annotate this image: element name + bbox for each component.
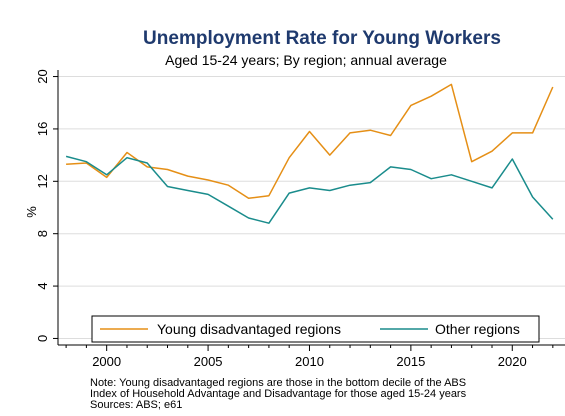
x-tick-label-2020: 2020 xyxy=(498,354,527,369)
chart-title: Unemployment Rate for Young Workers xyxy=(143,28,501,49)
series-line-0 xyxy=(66,83,554,200)
legend-label-other-regions: Other regions xyxy=(435,321,520,337)
chart-subtitle: Aged 15-24 years; By region; annual aver… xyxy=(165,52,447,68)
legend-label-young-disadvantaged: Young disadvantaged regions xyxy=(157,321,341,337)
y-tick-label-16: 16 xyxy=(35,122,50,136)
gridlines xyxy=(58,76,565,339)
y-axis-label: % xyxy=(24,206,39,218)
x-axis-ticks: 2000 2005 2010 2015 2020 xyxy=(58,344,565,369)
series-lines xyxy=(65,83,554,224)
note-line-1: Note: Young disadvantaged regions are th… xyxy=(90,377,466,389)
x-tick-label-2005: 2005 xyxy=(194,354,223,369)
y-axis-ticks: 0 4 8 12 16 20 xyxy=(35,69,59,345)
y-tick-label-0: 0 xyxy=(35,335,50,342)
x-tick-label-2000: 2000 xyxy=(92,354,121,369)
note-line-2: Index of Household Advantage and Disadva… xyxy=(90,388,467,400)
y-tick-label-4: 4 xyxy=(35,282,50,289)
x-tick-label-2015: 2015 xyxy=(396,354,425,369)
x-tick-label-2010: 2010 xyxy=(295,354,324,369)
legend-box xyxy=(91,315,540,343)
y-tick-label-20: 20 xyxy=(35,69,50,83)
legend: Young disadvantaged regions Other region… xyxy=(91,315,540,343)
notes: Note: Young disadvantaged regions are th… xyxy=(90,377,467,411)
y-tick-label-8: 8 xyxy=(35,230,50,237)
series-line-1 xyxy=(65,155,554,224)
y-tick-label-12: 12 xyxy=(35,174,50,188)
note-line-3: Sources: ABS; e61 xyxy=(90,399,182,411)
